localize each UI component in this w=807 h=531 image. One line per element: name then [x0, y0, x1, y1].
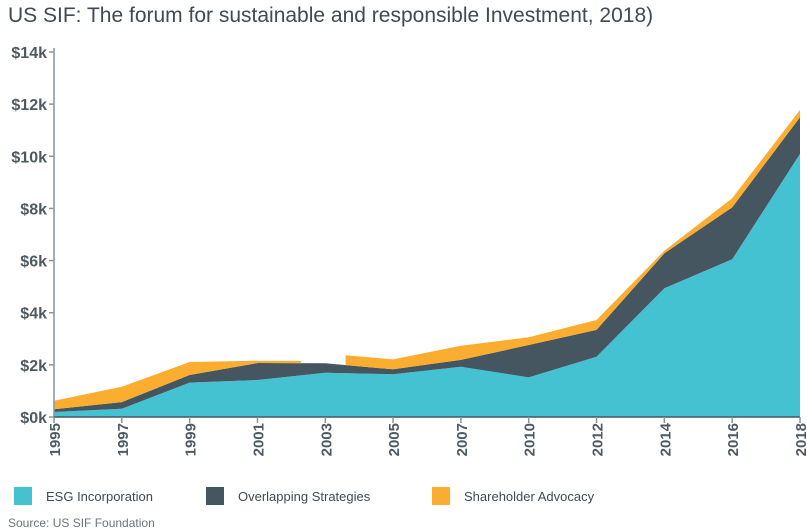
area-overlapping-strategies-0 [54, 117, 800, 412]
legend-item-esg: ESG Incorporation [14, 487, 206, 505]
legend-item-overlapping: Overlapping Strategies [206, 487, 432, 505]
x-tick-label: 2014 [657, 422, 674, 456]
legend-swatch-overlapping [206, 487, 224, 505]
source-note: Source: US SIF Foundation [8, 516, 155, 530]
x-tick-label: 1997 [115, 423, 132, 456]
y-tick-label: $4k [20, 306, 47, 323]
chart-title: US SIF: The forum for sustainable and re… [8, 4, 654, 27]
y-tick-label: $8k [20, 201, 47, 218]
x-tick-label: 2016 [725, 423, 742, 456]
x-tick-label: 2001 [250, 423, 267, 456]
y-tick-label: $14k [11, 45, 47, 62]
legend: ESG Incorporation Overlapping Strategies… [14, 487, 594, 505]
x-tick-label: 2005 [386, 423, 403, 456]
legend-label-esg: ESG Incorporation [46, 488, 153, 504]
x-tick-label: 2010 [522, 423, 539, 456]
legend-label-shareholder: Shareholder Advocacy [464, 488, 595, 504]
area-shareholder-advocacy-0 [54, 360, 301, 410]
x-tick-label: 1999 [183, 423, 200, 456]
y-tick-label: $2k [20, 358, 47, 375]
x-tick-label: 2003 [318, 423, 335, 456]
x-tick-label: 2007 [454, 423, 471, 456]
y-tick-label: $10k [11, 149, 47, 166]
x-tick-label: 2012 [590, 423, 607, 456]
legend-item-shareholder: Shareholder Advocacy [432, 487, 594, 505]
y-tick-label: $12k [11, 97, 47, 114]
legend-label-overlapping: Overlapping Strategies [238, 488, 371, 504]
legend-swatch-esg [14, 487, 32, 505]
legend-swatch-shareholder [432, 487, 450, 505]
x-tick-label: 1995 [47, 423, 64, 456]
y-tick-label: $0k [20, 410, 47, 427]
area-esg-incorporation-0 [54, 153, 800, 417]
y-tick-label: $6k [20, 254, 47, 271]
x-tick-label: 2018 [793, 423, 807, 456]
